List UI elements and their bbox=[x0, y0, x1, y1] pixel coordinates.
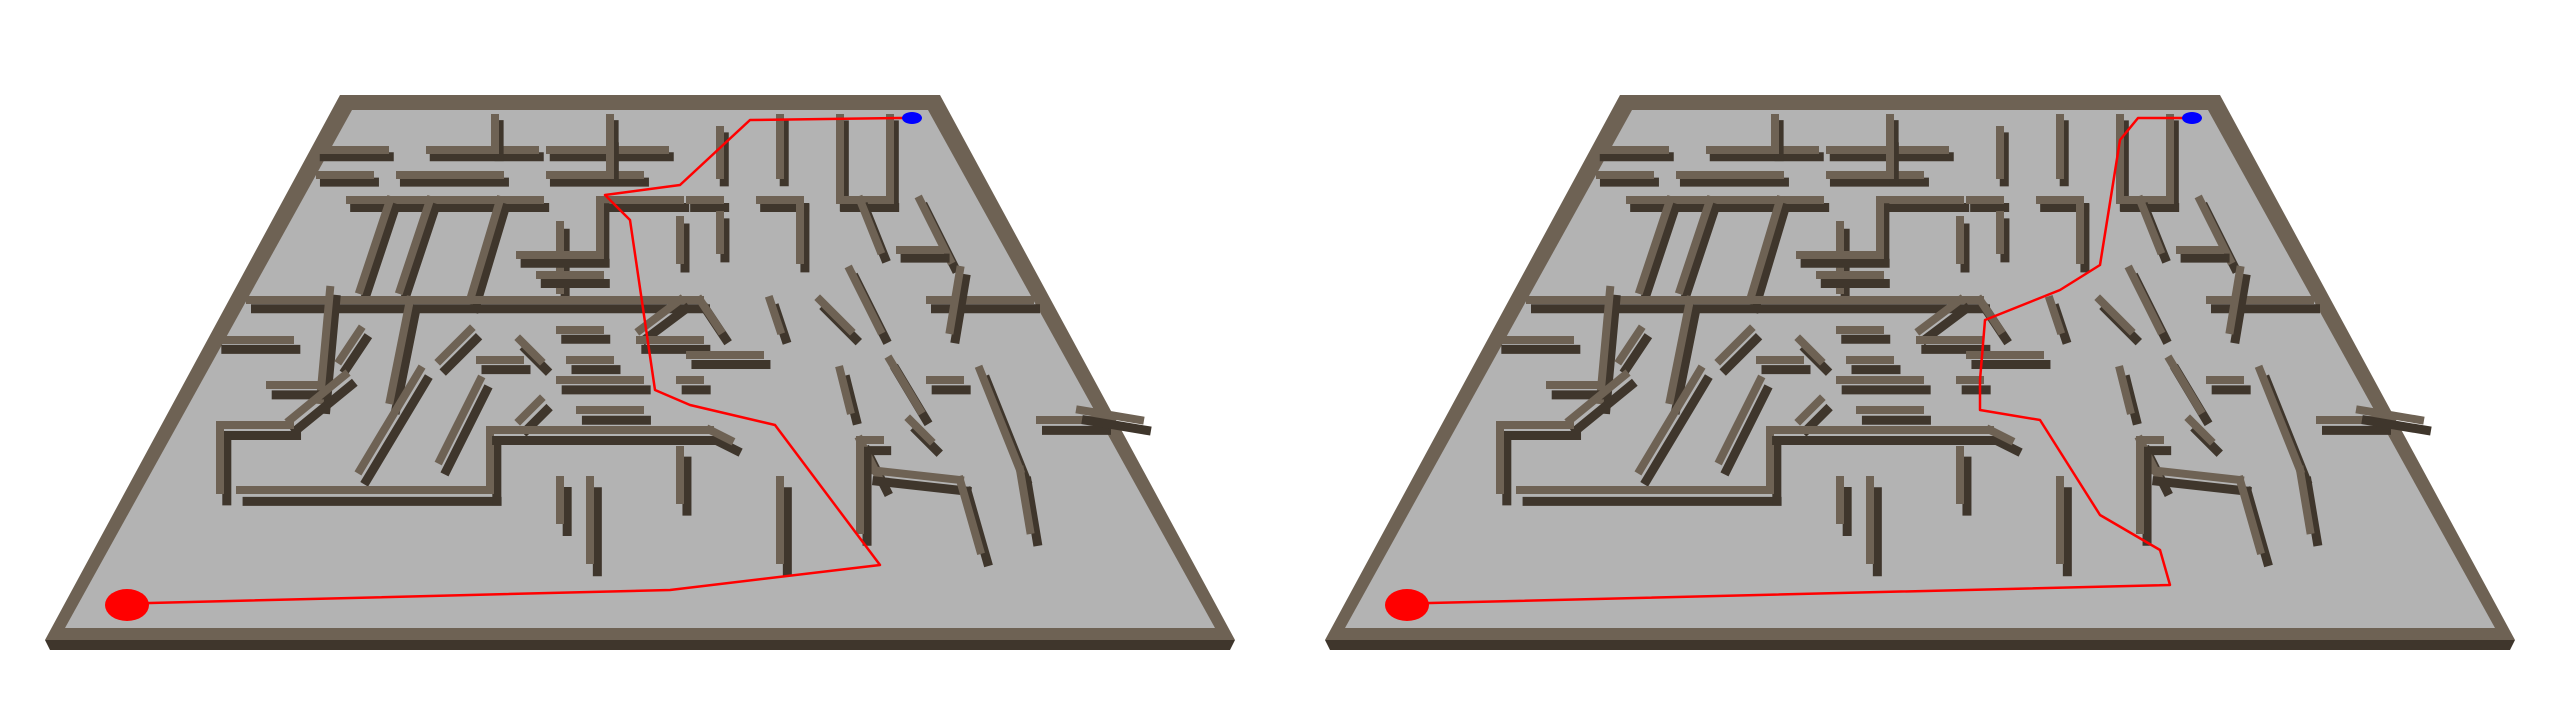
wall-segment bbox=[514, 334, 546, 366]
wall-segment bbox=[2295, 465, 2315, 535]
wall-segment bbox=[2115, 365, 2135, 415]
wall-segment bbox=[1984, 424, 2016, 446]
wall-shadow bbox=[1081, 415, 1152, 436]
wall-segment bbox=[2225, 265, 2245, 335]
wall-shadow bbox=[359, 202, 401, 304]
wall-segment bbox=[1714, 374, 1766, 466]
wall-segment bbox=[354, 194, 396, 296]
wall-segment bbox=[514, 394, 546, 426]
wall-shadow bbox=[1569, 378, 1638, 437]
maze-board-right bbox=[1280, 0, 2560, 720]
wall-segment bbox=[1794, 334, 1826, 366]
wall-segment bbox=[394, 194, 436, 296]
wall-shadow bbox=[360, 374, 433, 487]
wall-shadow bbox=[440, 384, 493, 477]
wall-segment bbox=[2044, 294, 2066, 336]
wall-segment bbox=[2184, 414, 2216, 446]
wall-shadow bbox=[1719, 333, 1763, 376]
wall-segment bbox=[974, 364, 1026, 476]
wall-shadow bbox=[339, 333, 373, 376]
wall-segment bbox=[1634, 364, 1706, 476]
wall-segment bbox=[465, 195, 505, 305]
wall-segment bbox=[1745, 195, 1785, 305]
wall-segment bbox=[814, 294, 856, 336]
wall-segment bbox=[434, 374, 486, 466]
wall-shadow bbox=[1021, 476, 1043, 547]
wall-shadow bbox=[2301, 476, 2323, 547]
wall-segment bbox=[2134, 194, 2166, 256]
wall-shadow bbox=[1990, 434, 2023, 457]
maze-walls bbox=[1496, 114, 2432, 577]
wall-segment bbox=[884, 354, 926, 416]
wall-shadow bbox=[2230, 273, 2251, 344]
wall-segment bbox=[1674, 194, 1716, 296]
wall-shadow bbox=[399, 202, 441, 304]
wall-segment bbox=[865, 465, 965, 485]
wall-segment bbox=[844, 264, 886, 336]
wall-segment bbox=[1015, 465, 1035, 535]
wall-segment bbox=[2094, 294, 2136, 336]
wall-segment bbox=[2254, 364, 2306, 476]
wall-segment bbox=[1914, 294, 1966, 336]
wall-shadow bbox=[1619, 333, 1653, 376]
maze-walls bbox=[216, 114, 1152, 577]
wall-segment bbox=[2235, 475, 2265, 555]
wall-shadow bbox=[710, 434, 743, 457]
wall-segment bbox=[2124, 264, 2166, 336]
wall-segment bbox=[694, 294, 726, 336]
wall-shadow bbox=[390, 304, 422, 415]
start-marker bbox=[105, 589, 149, 621]
wall-shadow bbox=[950, 273, 971, 344]
wall-shadow bbox=[1749, 202, 1791, 314]
wall-segment bbox=[2194, 194, 2236, 266]
maze-view-right bbox=[1280, 0, 2560, 720]
wall-segment bbox=[385, 295, 415, 405]
wall-shadow bbox=[439, 333, 483, 376]
wall-segment bbox=[1974, 294, 2006, 336]
wall-segment bbox=[1614, 324, 1646, 366]
wall-segment bbox=[334, 324, 366, 366]
wall-segment bbox=[434, 324, 476, 366]
wall-shadow bbox=[1670, 304, 1702, 415]
wall-segment bbox=[354, 364, 426, 476]
wall-segment bbox=[284, 369, 351, 426]
wall-segment bbox=[835, 365, 855, 415]
wall-shadow bbox=[871, 476, 972, 497]
wall-segment bbox=[1564, 369, 1631, 426]
wall-segment bbox=[914, 194, 956, 266]
wall-segment bbox=[945, 265, 965, 335]
wall-segment bbox=[764, 294, 786, 336]
goal-marker bbox=[902, 112, 922, 124]
wall-shadow bbox=[1640, 374, 1713, 487]
wall-segment bbox=[704, 424, 736, 446]
wall-segment bbox=[854, 194, 886, 256]
wall-segment bbox=[2145, 465, 2245, 485]
start-marker bbox=[1385, 589, 1429, 621]
wall-shadow bbox=[2151, 476, 2252, 497]
wall-segment bbox=[955, 475, 985, 555]
solution-path bbox=[1406, 116, 2192, 607]
wall-shadow bbox=[1720, 384, 1773, 477]
wall-shadow bbox=[639, 302, 692, 346]
wall-segment bbox=[1714, 324, 1756, 366]
wall-shadow bbox=[1679, 202, 1721, 304]
wall-segment bbox=[1075, 405, 1145, 425]
wall-segment bbox=[1634, 194, 1676, 296]
wall-segment bbox=[1794, 394, 1826, 426]
wall-segment bbox=[2164, 354, 2206, 416]
wall-segment bbox=[2355, 405, 2425, 425]
wall-shadow bbox=[1919, 302, 1972, 346]
goal-marker bbox=[2182, 112, 2202, 124]
wall-shadow bbox=[1639, 202, 1681, 304]
maze-view-left bbox=[45, 95, 1235, 650]
maze-board-left bbox=[45, 95, 1235, 650]
wall-shadow bbox=[289, 378, 358, 437]
outer-wall-front-face bbox=[1325, 640, 2515, 650]
wall-shadow bbox=[2361, 415, 2432, 436]
wall-segment bbox=[904, 414, 936, 446]
wall-segment bbox=[1665, 295, 1695, 405]
outer-wall-front-face bbox=[45, 640, 1235, 650]
wall-shadow bbox=[469, 202, 511, 314]
solution-path bbox=[126, 116, 912, 607]
